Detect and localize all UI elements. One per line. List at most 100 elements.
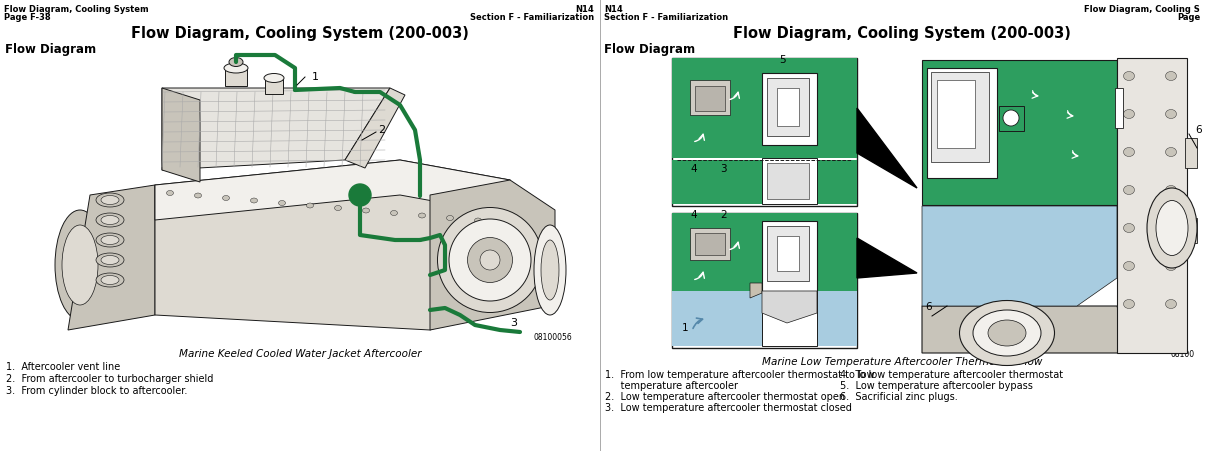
- Ellipse shape: [1123, 72, 1134, 80]
- Polygon shape: [161, 88, 200, 182]
- Ellipse shape: [447, 216, 453, 221]
- Polygon shape: [155, 160, 510, 220]
- Text: 2.  Low temperature aftercooler thermostat open: 2. Low temperature aftercooler thermosta…: [605, 392, 845, 402]
- Bar: [922, 60, 1117, 205]
- Text: Flow Diagram: Flow Diagram: [604, 43, 695, 56]
- Text: Marine Keeled Cooled Water Jacket Aftercooler: Marine Keeled Cooled Water Jacket Afterc…: [178, 349, 422, 359]
- Ellipse shape: [480, 250, 500, 270]
- Bar: [672, 58, 857, 158]
- Ellipse shape: [1123, 147, 1134, 156]
- Text: Page F-38: Page F-38: [4, 13, 51, 22]
- Bar: [768, 78, 809, 136]
- Bar: [1185, 218, 1197, 243]
- Bar: [265, 78, 283, 94]
- Text: 3.  Low temperature aftercooler thermostat closed: 3. Low temperature aftercooler thermosta…: [605, 403, 852, 413]
- Ellipse shape: [1165, 147, 1176, 156]
- Bar: [768, 163, 809, 199]
- Bar: [768, 226, 809, 281]
- Ellipse shape: [101, 235, 119, 244]
- Ellipse shape: [541, 240, 559, 300]
- Polygon shape: [750, 283, 762, 298]
- Text: Flow Diagram, Cooling System (200-003): Flow Diagram, Cooling System (200-003): [131, 26, 469, 41]
- Polygon shape: [345, 88, 405, 168]
- Bar: [917, 58, 1197, 353]
- Text: 2: 2: [721, 210, 727, 220]
- Polygon shape: [857, 238, 917, 278]
- Ellipse shape: [96, 213, 124, 227]
- Text: Flow Diagram, Cooling System (200-003): Flow Diagram, Cooling System (200-003): [733, 26, 1071, 41]
- Bar: [672, 58, 857, 206]
- Ellipse shape: [972, 310, 1041, 356]
- Text: 4: 4: [690, 210, 696, 220]
- Text: 3: 3: [510, 318, 517, 328]
- Text: 08100056: 08100056: [534, 333, 572, 342]
- Polygon shape: [67, 185, 155, 330]
- Text: N14: N14: [604, 5, 623, 14]
- Bar: [762, 73, 817, 145]
- Text: 5: 5: [778, 55, 786, 65]
- Bar: [762, 158, 817, 204]
- Polygon shape: [922, 306, 1131, 353]
- Text: Page: Page: [1177, 13, 1200, 22]
- Polygon shape: [922, 206, 1117, 306]
- Ellipse shape: [96, 193, 124, 207]
- Ellipse shape: [61, 225, 98, 305]
- Ellipse shape: [534, 225, 566, 315]
- Ellipse shape: [101, 256, 119, 264]
- Ellipse shape: [1147, 188, 1197, 268]
- Ellipse shape: [1123, 262, 1134, 271]
- Bar: [1117, 58, 1187, 353]
- Text: Section F - Familiarization: Section F - Familiarization: [604, 13, 728, 22]
- Bar: [695, 86, 725, 111]
- Bar: [1185, 138, 1197, 168]
- Ellipse shape: [959, 300, 1054, 365]
- Ellipse shape: [437, 207, 542, 313]
- Text: Flow Diagram, Cooling S: Flow Diagram, Cooling S: [1084, 5, 1200, 14]
- Ellipse shape: [223, 195, 229, 201]
- Ellipse shape: [475, 218, 482, 223]
- Ellipse shape: [335, 206, 341, 211]
- Bar: [927, 68, 997, 178]
- Ellipse shape: [96, 253, 124, 267]
- Ellipse shape: [449, 219, 531, 301]
- Ellipse shape: [229, 57, 243, 66]
- Ellipse shape: [96, 273, 124, 287]
- Bar: [695, 233, 725, 255]
- Ellipse shape: [101, 276, 119, 285]
- Bar: [672, 160, 857, 204]
- Text: temperature aftercooler: temperature aftercooler: [605, 381, 737, 391]
- Bar: [762, 221, 817, 291]
- Ellipse shape: [1165, 262, 1176, 271]
- Ellipse shape: [988, 320, 1025, 346]
- Ellipse shape: [1156, 201, 1188, 256]
- Ellipse shape: [349, 184, 371, 206]
- Ellipse shape: [468, 238, 512, 282]
- Ellipse shape: [166, 190, 174, 195]
- Ellipse shape: [363, 208, 370, 213]
- Bar: [937, 80, 975, 148]
- Text: Marine Low Temperature Aftercooler Thermostat Flow: Marine Low Temperature Aftercooler Therm…: [762, 357, 1042, 367]
- Text: 5.  Low temperature aftercooler bypass: 5. Low temperature aftercooler bypass: [840, 381, 1033, 391]
- Text: 1.  From low temperature aftercooler thermostat to low: 1. From low temperature aftercooler ther…: [605, 370, 875, 380]
- Ellipse shape: [194, 193, 201, 198]
- Bar: [225, 68, 247, 86]
- Polygon shape: [857, 108, 917, 188]
- Bar: [777, 236, 799, 271]
- Text: 6.  Sacrificial zinc plugs.: 6. Sacrificial zinc plugs.: [840, 392, 958, 402]
- Bar: [931, 72, 989, 162]
- Ellipse shape: [101, 195, 119, 204]
- Ellipse shape: [1123, 185, 1134, 194]
- Ellipse shape: [224, 63, 248, 73]
- Text: 2.  From aftercooler to turbocharger shield: 2. From aftercooler to turbocharger shie…: [6, 374, 213, 384]
- Text: 1: 1: [312, 72, 319, 82]
- Ellipse shape: [1123, 110, 1134, 119]
- Bar: [672, 213, 857, 348]
- Bar: [690, 228, 730, 260]
- Ellipse shape: [278, 201, 286, 206]
- Ellipse shape: [96, 233, 124, 247]
- Polygon shape: [430, 180, 556, 330]
- Text: 2: 2: [378, 125, 386, 135]
- Text: 08100: 08100: [1171, 350, 1195, 359]
- Bar: [762, 291, 817, 346]
- Bar: [672, 213, 857, 291]
